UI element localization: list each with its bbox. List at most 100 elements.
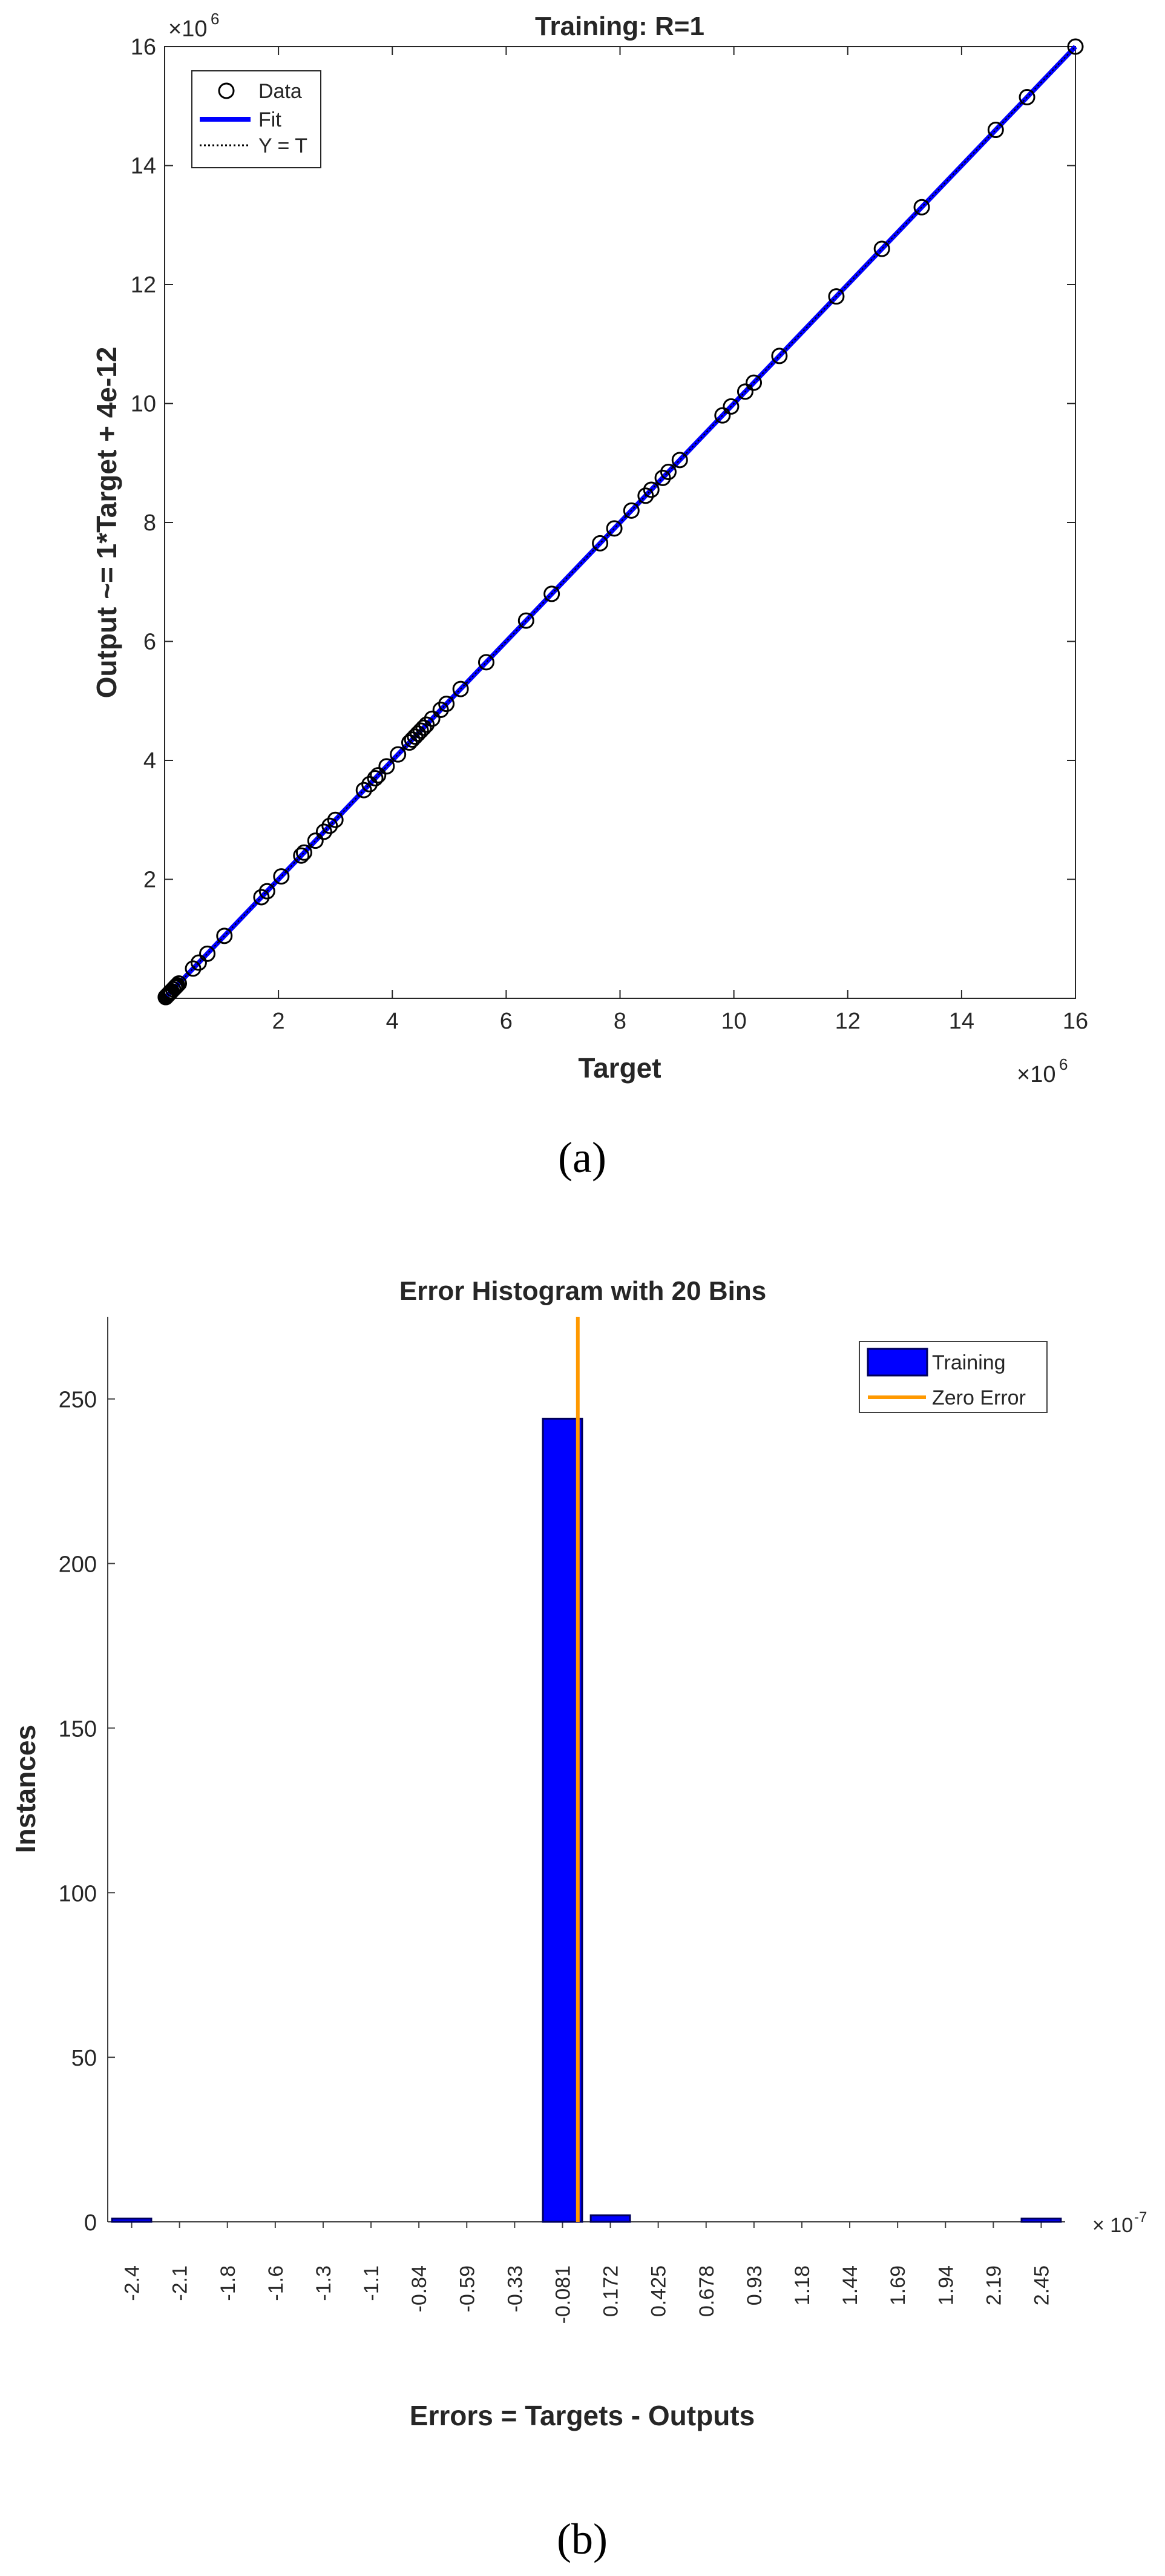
regression-data-points [157,38,1084,1006]
histogram-x-tick-label: 0.678 [695,2265,718,2317]
histogram-bars [111,1417,1062,2223]
x-tick-label: 10 [721,1009,746,1034]
histogram-bar [1020,2218,1062,2223]
histogram-x-tick-label: 1.94 [934,2265,957,2305]
y-equals-t-line [164,46,1076,999]
histogram-x-axis-label: Errors = Targets - Outputs [410,2400,755,2431]
histogram-y-axis-label: Instances [10,1725,41,1853]
legend-yt-label: Y = T [258,134,307,157]
data-point [477,654,494,671]
data-point [171,975,188,992]
data-point [258,883,275,900]
histogram-x-tick-label: -0.33 [504,2265,527,2313]
data-point [723,398,740,415]
histogram-bar [111,2218,153,2223]
data-point [746,374,763,391]
histogram-x-tick-label: -1.6 [264,2265,287,2301]
x-tick-label: 16 [1063,1009,1088,1034]
x-exponent-base: ×10 [1017,1062,1055,1087]
data-point [432,701,449,718]
data-point [185,960,202,977]
data-point [606,520,623,537]
regression-lines [163,45,1077,1000]
data-point [168,978,185,995]
data-point [415,719,432,736]
regression-legend: Data Fit Y = T [191,70,321,168]
histogram-y-tick-label: 0 [84,2210,97,2236]
data-point [321,817,338,834]
data-point [623,502,640,519]
data-point [671,452,688,469]
data-point [913,199,930,216]
legend-training-label: Training [932,1351,1006,1374]
data-point [407,728,424,745]
data-point [654,469,671,486]
data-point [410,725,427,742]
data-point [295,844,312,861]
data-point [543,585,560,602]
data-point [165,981,182,998]
data-point [370,767,387,784]
data-point [771,348,788,364]
data-point [190,954,207,971]
histogram-y-tick-label: 100 [59,1881,97,1906]
histogram-x-exponent-power: -7 [1134,2209,1147,2225]
histogram-x-tick-label: -1.3 [312,2265,335,2301]
data-point [643,481,660,498]
data-point [293,847,310,864]
data-point [404,731,421,748]
histogram-title: Error Histogram with 20 Bins [399,1276,766,1306]
data-point [327,811,344,828]
data-point [1019,89,1035,106]
data-point [401,734,418,751]
legend-zero-error-label: Zero Error [932,1386,1026,1409]
x-tick-label: 12 [835,1009,861,1034]
histogram-x-tick-label: -0.84 [408,2265,431,2313]
legend-data-marker-icon [218,82,235,99]
legend-training-swatch-icon [867,1348,928,1377]
data-point [355,782,372,799]
data-point [873,240,890,257]
x-tick-label: 8 [614,1009,626,1034]
histogram-legend: Training Zero Error [859,1341,1048,1413]
x-tick-label: 2 [272,1009,285,1034]
y-exponent-base: ×10 [168,16,207,42]
legend-data-label: Data [258,80,302,103]
histogram-x-tick-label: -0.59 [456,2265,479,2313]
histogram-x-tick-label: -0.081 [551,2265,574,2324]
data-point [307,832,324,849]
histogram-x-exponent-label: × 10 -7 [1092,2209,1147,2237]
x-tick-label: 4 [386,1009,399,1034]
histogram-y-tick-label: 200 [59,1552,97,1578]
data-point [273,868,290,885]
data-point [438,696,455,713]
y-exponent-label: ×10 6 [168,10,219,42]
data-point [714,407,731,424]
x-exponent-label: ×10 6 [1017,1055,1068,1087]
x-exponent-power: 6 [1059,1055,1068,1073]
histogram-x-tick-label: 0.172 [600,2265,623,2317]
data-point [828,288,845,305]
data-point [418,716,435,733]
regression-chart: Training: R=1 ×10 6 2 4 6 8 10 12 14 16 2 4 6 8 10 12… [91,10,1088,1087]
regression-axes: 2 4 6 8 10 12 14 16 2 4 6 8 10 12 14 16 [131,35,1088,1034]
data-point [452,680,469,697]
histogram-x-tick-label: 0.93 [743,2265,766,2305]
x-tick-label: 14 [949,1009,974,1034]
y-tick-label: 10 [131,392,156,417]
histogram-x-tick-label: -1.8 [217,2265,240,2301]
data-point [361,776,378,792]
data-point [637,487,654,504]
y-tick-label: 14 [131,154,156,179]
data-point [660,463,677,480]
regression-chart-title: Training: R=1 [535,12,704,41]
legend-fit-label: Fit [258,108,281,131]
data-point [199,945,216,962]
y-tick-label: 16 [131,35,156,60]
caption-a: (a) [558,1133,606,1182]
histogram-x-tick-label: 2.19 [982,2265,1005,2305]
data-point [412,722,429,739]
histogram-x-tick-label: 0.425 [648,2265,671,2317]
data-point [216,927,233,944]
